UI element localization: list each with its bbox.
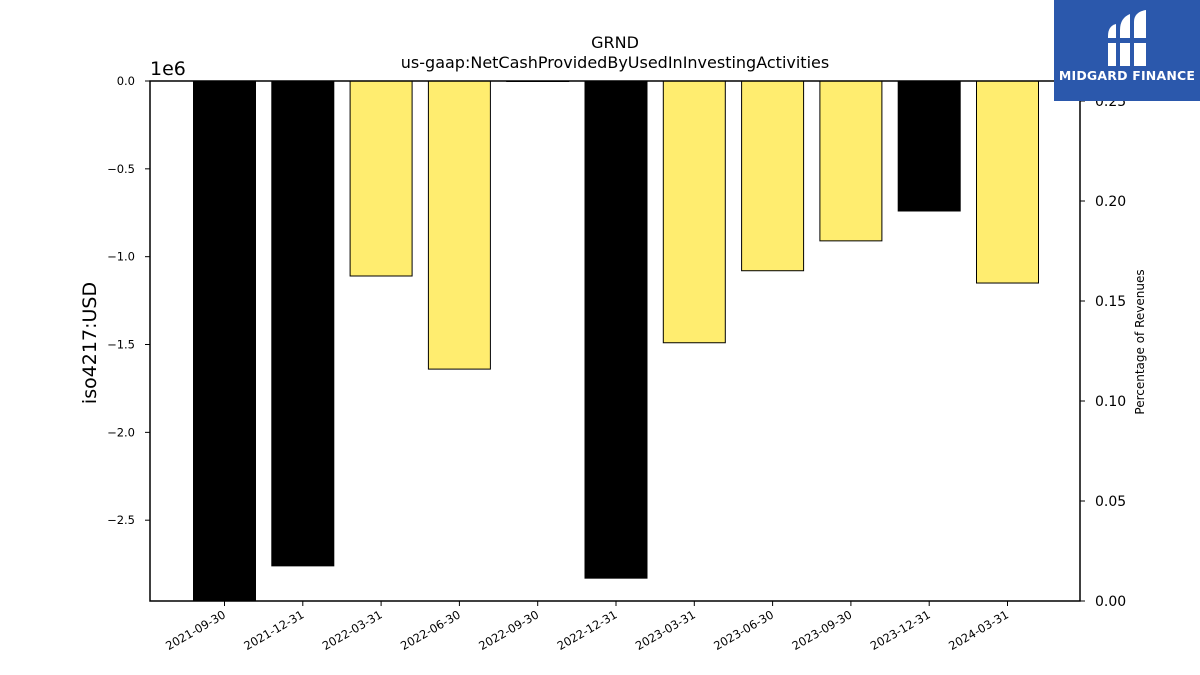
x-tick-label-2021-12-31: 2021-12-31 bbox=[241, 607, 306, 653]
chart-subtitle: us-gaap:NetCashProvidedByUsedInInvesting… bbox=[401, 53, 829, 72]
y-axis-label: iso4217:USD bbox=[79, 282, 101, 404]
x-tick-label-2022-09-30: 2022-09-30 bbox=[476, 607, 541, 653]
y2-tick-label: 0.05 bbox=[1095, 494, 1126, 510]
y-tick-label: −1.0 bbox=[107, 250, 135, 264]
y2-axis-label: Percentage of Revenues bbox=[1133, 269, 1147, 414]
y2-tick-label: 0.00 bbox=[1095, 594, 1126, 610]
x-tick-label-2021-09-30: 2021-09-30 bbox=[163, 607, 228, 653]
x-tick-label-2022-06-30: 2022-06-30 bbox=[398, 607, 463, 653]
x-tick-label-2022-03-31: 2022-03-31 bbox=[320, 607, 385, 653]
midgard-finance-logo: MIDGARD FINANCE bbox=[1054, 0, 1200, 101]
y-tick-label: −1.5 bbox=[107, 338, 135, 352]
chart-title: GRND bbox=[591, 33, 639, 52]
x-tick-label-2023-09-30: 2023-09-30 bbox=[790, 607, 855, 653]
y2-tick-label: 0.20 bbox=[1095, 194, 1126, 210]
x-tick-label-2024-03-31: 2024-03-31 bbox=[946, 607, 1011, 653]
bar-2023-03-31 bbox=[662, 80, 726, 344]
y2-tick-label: 0.15 bbox=[1095, 294, 1126, 310]
bar-2023-06-30 bbox=[741, 80, 805, 272]
bar-2024-03-31 bbox=[976, 80, 1039, 284]
bar-2022-03-31 bbox=[349, 80, 413, 277]
logo-text: MIDGARD FINANCE bbox=[1058, 68, 1196, 83]
bar-2022-12-31 bbox=[584, 80, 648, 579]
y-tick-label: −0.5 bbox=[107, 162, 135, 176]
y2-tick-label: 0.10 bbox=[1095, 394, 1126, 410]
bar-2022-06-30 bbox=[427, 80, 491, 370]
plot-frame bbox=[149, 80, 1081, 602]
x-tick-label-2023-12-31: 2023-12-31 bbox=[868, 607, 933, 653]
y-tick-label: −2.0 bbox=[107, 425, 135, 439]
bar-2023-09-30 bbox=[819, 80, 883, 242]
x-tick-label-2023-06-30: 2023-06-30 bbox=[711, 607, 776, 653]
x-tick-label-2023-03-31: 2023-03-31 bbox=[633, 607, 698, 653]
y-tick-label: −2.5 bbox=[107, 513, 135, 527]
bar-2021-09-30 bbox=[193, 80, 256, 602]
bar-2021-12-31 bbox=[271, 80, 335, 567]
x-tick-label-2022-12-31: 2022-12-31 bbox=[555, 607, 620, 653]
bars-layer bbox=[193, 80, 1039, 602]
y-tick-label: 0.0 bbox=[117, 74, 135, 88]
y-offset-label: 1e6 bbox=[150, 58, 186, 80]
logo-mark-icon bbox=[1106, 10, 1148, 66]
bar-2023-12-31 bbox=[897, 80, 961, 212]
